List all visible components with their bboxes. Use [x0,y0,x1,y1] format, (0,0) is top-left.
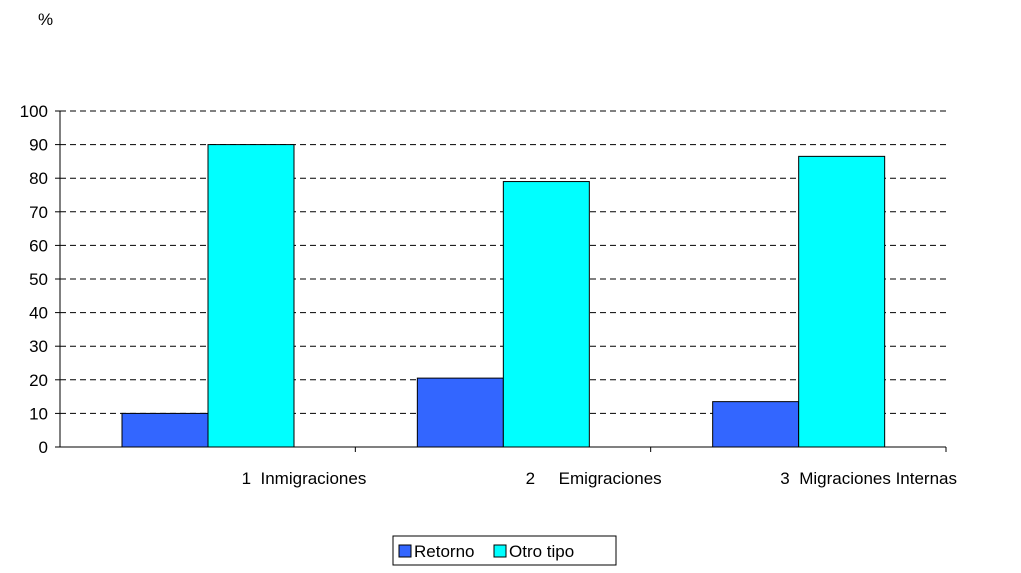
legend: Retorno Otro tipo [392,535,617,566]
legend-swatch [398,544,412,558]
legend-label: Otro tipo [509,542,574,561]
y-tick-label: 10 [29,404,48,423]
y-tick-label: 50 [29,270,48,289]
bars [121,144,886,448]
y-tick-label: 40 [29,304,48,323]
y-tick-label: 90 [29,136,48,155]
y-unit-label: % [38,10,53,29]
x-tick-label: 1 Inmigraciones [242,469,367,488]
bar [207,144,295,448]
y-tick-label: 100 [20,102,48,121]
y-tick-label: 60 [29,236,48,255]
bar [416,377,504,448]
y-tick-label: 70 [29,203,48,222]
y-tick-label: 80 [29,169,48,188]
bar [712,401,800,448]
legend-label: Retorno [414,542,474,561]
y-tick-label: 20 [29,371,48,390]
x-tick-label: 3 Migraciones Internas [780,469,957,488]
bar [502,181,590,448]
legend-swatch [493,544,507,558]
y-tick-label: 30 [29,337,48,356]
bar [798,155,886,448]
bar [121,412,209,448]
y-tick-label: 0 [39,438,48,457]
axes: 0 10 20 30 40 50 60 70 80 90 100 1 Inmigraciones 2 E… [20,102,957,488]
x-tick-label: 2 Emigraciones [526,469,662,488]
